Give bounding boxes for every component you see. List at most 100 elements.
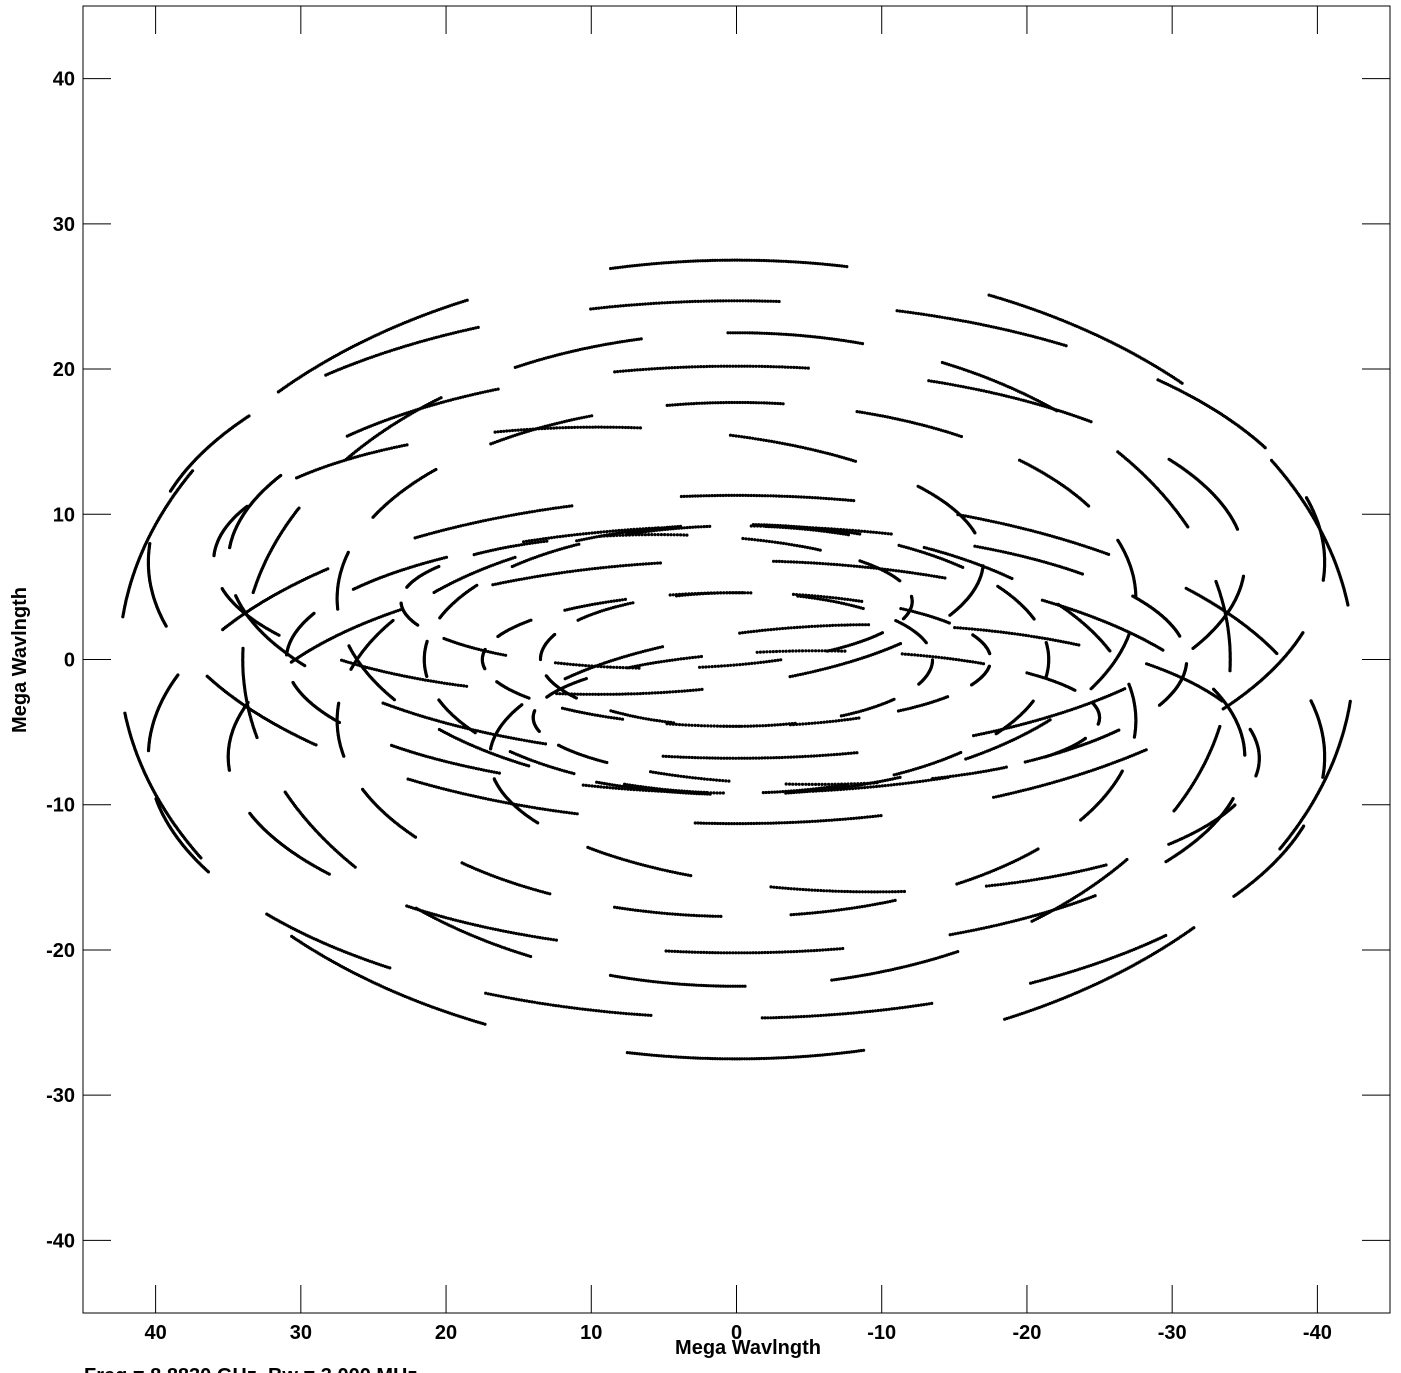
- uv-point: [659, 771, 663, 776]
- uv-point: [865, 782, 870, 786]
- uv-point: [801, 887, 805, 892]
- uv-point: [743, 630, 747, 635]
- uv-point: [1191, 646, 1195, 651]
- uv-point: [608, 692, 613, 696]
- uv-point: [312, 611, 316, 616]
- uv-point: [893, 776, 897, 781]
- uv-point: [982, 628, 986, 632]
- uv-point: [639, 716, 643, 720]
- uv-point: [498, 546, 503, 551]
- uv-point: [581, 532, 585, 536]
- uv-point: [586, 845, 590, 850]
- uv-point: [575, 605, 579, 610]
- uv-point: [734, 364, 738, 368]
- uv-point: [486, 389, 490, 393]
- uv-point: [670, 773, 675, 777]
- uv-point: [708, 756, 712, 760]
- uv-point: [831, 719, 835, 723]
- uv-point: [987, 390, 991, 394]
- uv-point: [514, 544, 518, 548]
- uv-point: [527, 539, 531, 543]
- uv-point: [824, 753, 828, 757]
- uv-point: [527, 739, 532, 743]
- uv-point: [618, 711, 623, 715]
- uv-point: [662, 789, 667, 793]
- uv-point: [897, 772, 901, 776]
- uv-point: [929, 379, 934, 383]
- uv-point: [1043, 636, 1047, 641]
- uv-point: [945, 656, 950, 661]
- uv-point: [906, 608, 910, 612]
- uv-point: [855, 905, 859, 910]
- uv-point: [789, 887, 793, 891]
- uv-point: [601, 714, 605, 718]
- uv-point: [813, 721, 817, 725]
- uv-point: [708, 524, 712, 529]
- uv-point: [1069, 641, 1073, 646]
- uv-point: [568, 708, 572, 712]
- uv-point: [691, 655, 695, 660]
- uv-point: [900, 418, 905, 422]
- uv-point: [837, 663, 842, 667]
- uv-point: [816, 526, 820, 531]
- uv-point: [442, 759, 446, 763]
- uv-point: [753, 538, 757, 542]
- uv-point: [899, 607, 903, 611]
- uv-point: [652, 788, 656, 792]
- uv-point: [674, 722, 679, 727]
- uv-point: [851, 717, 855, 721]
- uv-point: [415, 677, 420, 681]
- uv-point: [681, 402, 685, 406]
- uv-point: [759, 538, 763, 543]
- uv-point: [541, 425, 545, 429]
- uv-point: [792, 365, 796, 369]
- uv-point: [1027, 634, 1031, 638]
- uv-point: [684, 365, 689, 369]
- uv-point: [668, 869, 672, 874]
- uv-point: [892, 783, 896, 787]
- uv-point: [796, 673, 800, 677]
- uv-point: [517, 543, 521, 547]
- uv-point: [979, 388, 983, 392]
- uv-point: [910, 653, 914, 657]
- uv-point: [1077, 643, 1081, 647]
- uv-point: [766, 364, 770, 369]
- uv-point: [697, 401, 701, 405]
- uv-point: [904, 781, 908, 785]
- uv-point: [792, 543, 797, 547]
- uv-point: [854, 710, 858, 715]
- uv-point: [543, 891, 547, 895]
- uv-point: [993, 629, 997, 634]
- uv-point: [847, 785, 851, 789]
- uv-point: [689, 402, 693, 406]
- uv-point: [1035, 558, 1039, 562]
- uv-point: [662, 526, 667, 530]
- uv-point: [755, 650, 759, 654]
- uv-point: [588, 712, 592, 716]
- uv-point: [903, 652, 908, 656]
- uv-point: [745, 435, 749, 440]
- uv-point: [760, 364, 764, 368]
- uv-point: [764, 438, 768, 443]
- uv-point: [987, 629, 992, 633]
- uv-point: [590, 531, 594, 535]
- uv-point: [365, 452, 369, 456]
- uv-point: [805, 789, 809, 794]
- uv-point: [668, 790, 672, 794]
- uv-point: [620, 598, 625, 602]
- uv-point: [558, 768, 562, 772]
- uv-point: [854, 623, 859, 627]
- uv-point: [832, 599, 836, 604]
- uv-point: [806, 754, 810, 758]
- uv-point: [437, 727, 441, 732]
- uv-point: [458, 396, 462, 400]
- uv-point: [772, 365, 776, 369]
- uv-point: [653, 866, 657, 870]
- uv-point: [646, 864, 650, 868]
- uv-point: [446, 399, 450, 403]
- uv-point: [774, 365, 779, 369]
- uv-point: [821, 910, 825, 914]
- uv-point: [791, 723, 796, 727]
- uv-point: [789, 791, 793, 795]
- uv-point: [487, 769, 491, 773]
